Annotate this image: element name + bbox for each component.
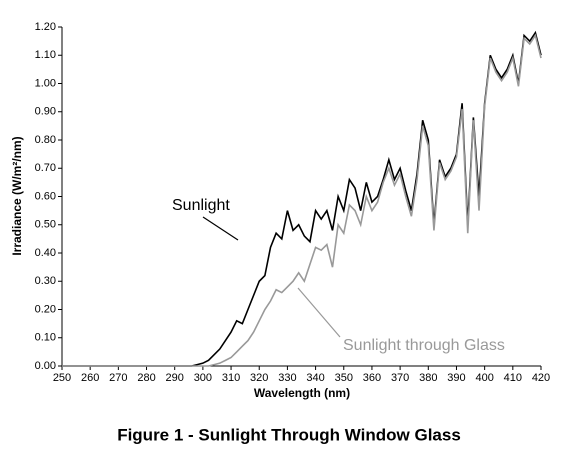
- x-tick-label: 300: [194, 372, 212, 384]
- x-tick-label: 260: [81, 372, 99, 384]
- x-tick-label: 250: [53, 372, 71, 384]
- y-tick-label: 0.90: [35, 106, 56, 118]
- y-tick-label: 0.00: [35, 360, 56, 372]
- y-tick-label: 1.00: [35, 77, 56, 89]
- x-tick-label: 410: [504, 372, 522, 384]
- x-tick-label: 420: [532, 372, 550, 384]
- y-tick-label: 0.10: [35, 332, 56, 344]
- x-tick-label: 270: [109, 372, 127, 384]
- x-tick-label: 390: [447, 372, 465, 384]
- x-tick-label: 340: [306, 372, 324, 384]
- y-tick-label: 0.40: [35, 247, 56, 259]
- x-tick-label: 310: [222, 372, 240, 384]
- annotation: Sunlight through Glass: [343, 337, 505, 354]
- y-tick-label: 0.80: [35, 134, 56, 146]
- x-axis-label: Wavelength (nm): [254, 386, 350, 400]
- caption: Figure 1 - Sunlight Through Window Glass: [117, 425, 461, 444]
- annotation: Sunlight: [172, 197, 230, 214]
- y-tick-label: 0.20: [35, 303, 56, 315]
- x-tick-label: 370: [391, 372, 409, 384]
- series-line: [62, 33, 542, 367]
- y-tick-label: 0.60: [35, 190, 56, 202]
- annotation-leader: [297, 287, 341, 338]
- y-tick-label: 1.10: [35, 49, 56, 61]
- x-tick-label: 400: [475, 372, 493, 384]
- y-tick-label: 1.20: [35, 21, 56, 33]
- y-axis-label: Irradiance (W/m²/nm): [10, 136, 24, 255]
- x-tick-label: 280: [137, 372, 155, 384]
- x-tick-label: 320: [250, 372, 268, 384]
- annotation-leader: [202, 216, 239, 241]
- y-tick-label: 0.30: [35, 275, 56, 287]
- x-tick-label: 350: [335, 372, 353, 384]
- y-tick-label: 0.50: [35, 219, 56, 231]
- x-tick-label: 330: [278, 372, 296, 384]
- x-tick-label: 380: [419, 372, 437, 384]
- x-tick-label: 360: [363, 372, 381, 384]
- y-tick-label: 0.70: [35, 162, 56, 174]
- x-tick-label: 290: [166, 372, 184, 384]
